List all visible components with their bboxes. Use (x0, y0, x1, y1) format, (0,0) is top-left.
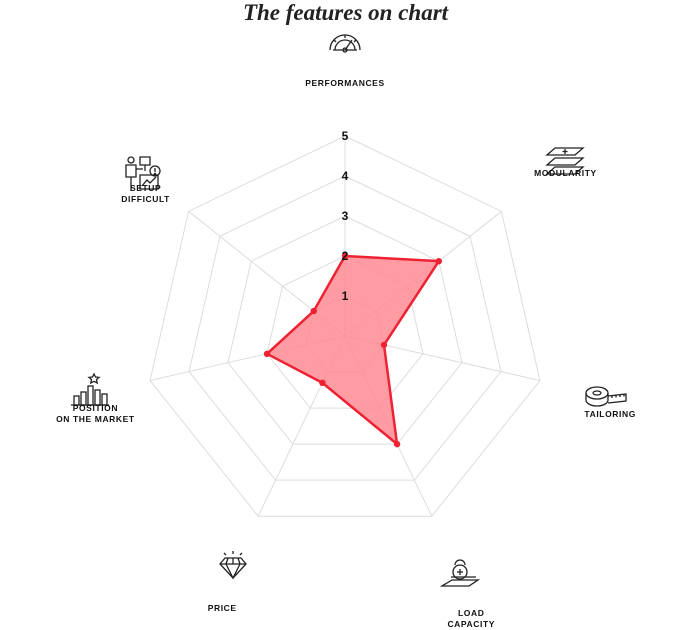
axis-label-position-on-the-market: POSITION ON THE MARKET (56, 402, 135, 424)
radar-chart: 1 2 3 4 5 (149, 129, 541, 517)
data-point-5 (263, 350, 271, 358)
gauge-icon (327, 26, 363, 61)
diamond-icon (216, 550, 250, 585)
layers-icon (543, 146, 587, 181)
data-point-0 (341, 252, 349, 260)
setup-tools-icon (123, 155, 163, 198)
radar-tick-labels: 1 2 3 4 5 (342, 129, 349, 303)
tick-label-4: 4 (342, 169, 349, 183)
axis-label-modularity: MODULARITY (534, 168, 597, 179)
tick-label-3: 3 (342, 209, 349, 223)
axis-label-load-capacity: LOAD CAPACITY (447, 608, 496, 630)
tick-label-1: 1 (342, 289, 349, 303)
tick-label-5: 5 (342, 129, 349, 143)
ranking-bars-icon (70, 372, 110, 413)
data-area (265, 254, 441, 446)
grid-ring-5 (149, 135, 541, 517)
radar-series (263, 252, 443, 448)
kettlebell-icon (438, 555, 482, 594)
data-point-3 (393, 440, 401, 448)
data-point-2 (380, 341, 388, 349)
axis-label-performances: PERFORMANCES (305, 78, 385, 88)
grid-ring-3 (227, 215, 463, 445)
tick-label-2: 2 (342, 249, 349, 263)
tape-measure-icon (584, 384, 628, 415)
axis-label-setup-difficult: SETUP DIFFICULT (121, 183, 170, 204)
axis-label-price: PRICE (207, 602, 237, 613)
grid-ring-4 (188, 175, 502, 481)
data-point-4 (319, 379, 326, 387)
chart-title: The features on chart (242, 0, 449, 25)
axis-label-tailoring: TAILORING (584, 408, 636, 419)
data-point-6 (310, 307, 317, 315)
data-point-1 (435, 257, 443, 265)
